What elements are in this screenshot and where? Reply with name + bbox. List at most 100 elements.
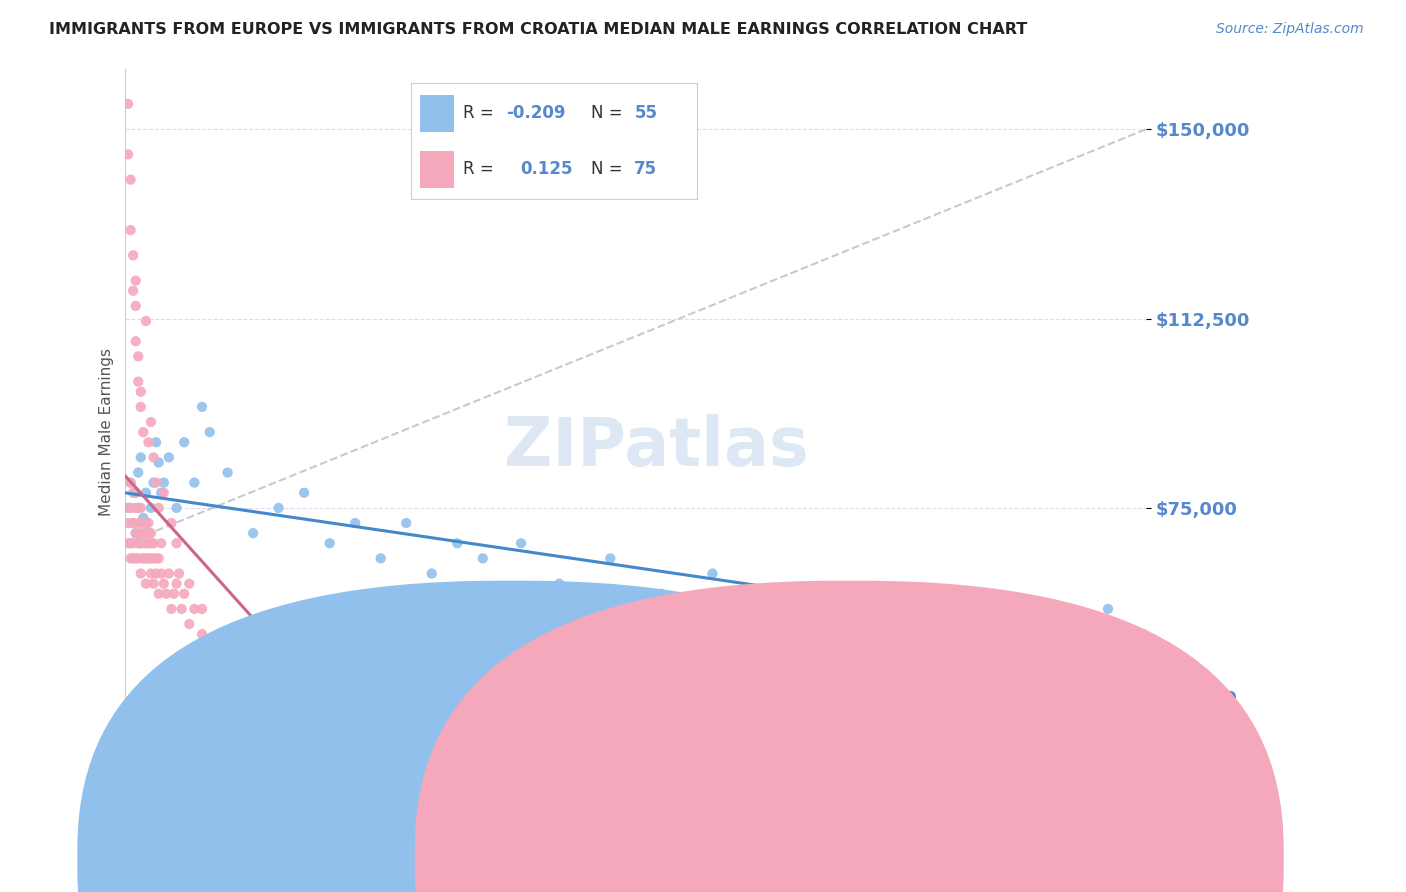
Point bbox=[138, 536, 160, 550]
Point bbox=[127, 350, 149, 364]
Point bbox=[129, 536, 152, 550]
Point bbox=[160, 516, 183, 530]
Point bbox=[117, 147, 139, 161]
Point bbox=[125, 526, 148, 541]
Point bbox=[117, 516, 139, 530]
Point bbox=[145, 475, 167, 490]
Point bbox=[122, 516, 145, 530]
Point bbox=[139, 500, 162, 515]
Point bbox=[132, 551, 155, 566]
Point bbox=[122, 551, 145, 566]
Point bbox=[1135, 627, 1157, 641]
Point bbox=[179, 576, 201, 591]
Point bbox=[956, 587, 979, 601]
Point bbox=[122, 536, 145, 550]
Point bbox=[122, 516, 145, 530]
Point bbox=[305, 753, 328, 767]
Point bbox=[120, 551, 142, 566]
Point bbox=[148, 587, 170, 601]
Point bbox=[242, 526, 264, 541]
Point bbox=[145, 551, 167, 566]
Point bbox=[129, 384, 152, 399]
Point bbox=[292, 485, 315, 500]
Point bbox=[1122, 637, 1144, 651]
Point bbox=[129, 536, 152, 550]
Point bbox=[157, 566, 180, 581]
Point bbox=[163, 587, 186, 601]
Point bbox=[446, 536, 468, 550]
Point bbox=[152, 475, 174, 490]
Point bbox=[120, 475, 142, 490]
Point bbox=[382, 753, 405, 767]
Point bbox=[217, 667, 239, 681]
Point bbox=[127, 536, 149, 550]
Point bbox=[138, 551, 160, 566]
Text: Immigrants from Europe: Immigrants from Europe bbox=[498, 850, 683, 865]
Point bbox=[122, 284, 145, 298]
Point bbox=[132, 516, 155, 530]
Point bbox=[132, 425, 155, 439]
Point bbox=[142, 551, 165, 566]
Point bbox=[1071, 617, 1094, 632]
Point bbox=[395, 516, 418, 530]
Point bbox=[139, 566, 162, 581]
Text: IMMIGRANTS FROM EUROPE VS IMMIGRANTS FROM CROATIA MEDIAN MALE EARNINGS CORRELATI: IMMIGRANTS FROM EUROPE VS IMMIGRANTS FRO… bbox=[49, 22, 1028, 37]
Point bbox=[267, 718, 290, 732]
Point bbox=[138, 526, 160, 541]
Point bbox=[139, 551, 162, 566]
Point bbox=[150, 566, 173, 581]
Point bbox=[207, 652, 229, 666]
Point bbox=[117, 96, 139, 111]
Point bbox=[120, 475, 142, 490]
Point bbox=[127, 516, 149, 530]
Point bbox=[125, 299, 148, 313]
Point bbox=[166, 576, 188, 591]
Point bbox=[120, 223, 142, 237]
Point bbox=[129, 400, 152, 414]
Point bbox=[139, 526, 162, 541]
Point bbox=[138, 516, 160, 530]
Point bbox=[420, 566, 443, 581]
Point bbox=[122, 485, 145, 500]
Point bbox=[166, 500, 188, 515]
Point bbox=[160, 602, 183, 616]
Point bbox=[129, 500, 152, 515]
Point bbox=[125, 551, 148, 566]
Point bbox=[420, 718, 443, 732]
Point bbox=[855, 617, 877, 632]
Point bbox=[433, 703, 456, 717]
Point bbox=[148, 551, 170, 566]
Point bbox=[135, 526, 157, 541]
Point bbox=[135, 576, 157, 591]
Point bbox=[344, 789, 367, 803]
Point bbox=[191, 627, 214, 641]
Point bbox=[127, 466, 149, 480]
Point bbox=[127, 551, 149, 566]
Text: ZIPatlas: ZIPatlas bbox=[503, 414, 808, 480]
Text: Source: ZipAtlas.com: Source: ZipAtlas.com bbox=[1216, 22, 1364, 37]
Point bbox=[127, 500, 149, 515]
Point bbox=[395, 738, 418, 752]
Point bbox=[173, 587, 195, 601]
Point bbox=[135, 485, 157, 500]
Point bbox=[229, 678, 252, 692]
Point bbox=[120, 500, 142, 515]
Point bbox=[183, 475, 205, 490]
Point bbox=[142, 450, 165, 465]
Point bbox=[125, 500, 148, 515]
Point bbox=[173, 435, 195, 450]
Point bbox=[129, 566, 152, 581]
Point bbox=[122, 248, 145, 262]
Point bbox=[408, 728, 430, 742]
Point bbox=[150, 536, 173, 550]
Point bbox=[191, 602, 214, 616]
Point bbox=[125, 334, 148, 349]
Point bbox=[267, 500, 290, 515]
Point bbox=[357, 779, 380, 793]
Point bbox=[120, 536, 142, 550]
Y-axis label: Median Male Earnings: Median Male Earnings bbox=[100, 348, 114, 516]
Point bbox=[117, 500, 139, 515]
Point bbox=[125, 526, 148, 541]
Point bbox=[198, 637, 221, 651]
Point bbox=[370, 551, 392, 566]
